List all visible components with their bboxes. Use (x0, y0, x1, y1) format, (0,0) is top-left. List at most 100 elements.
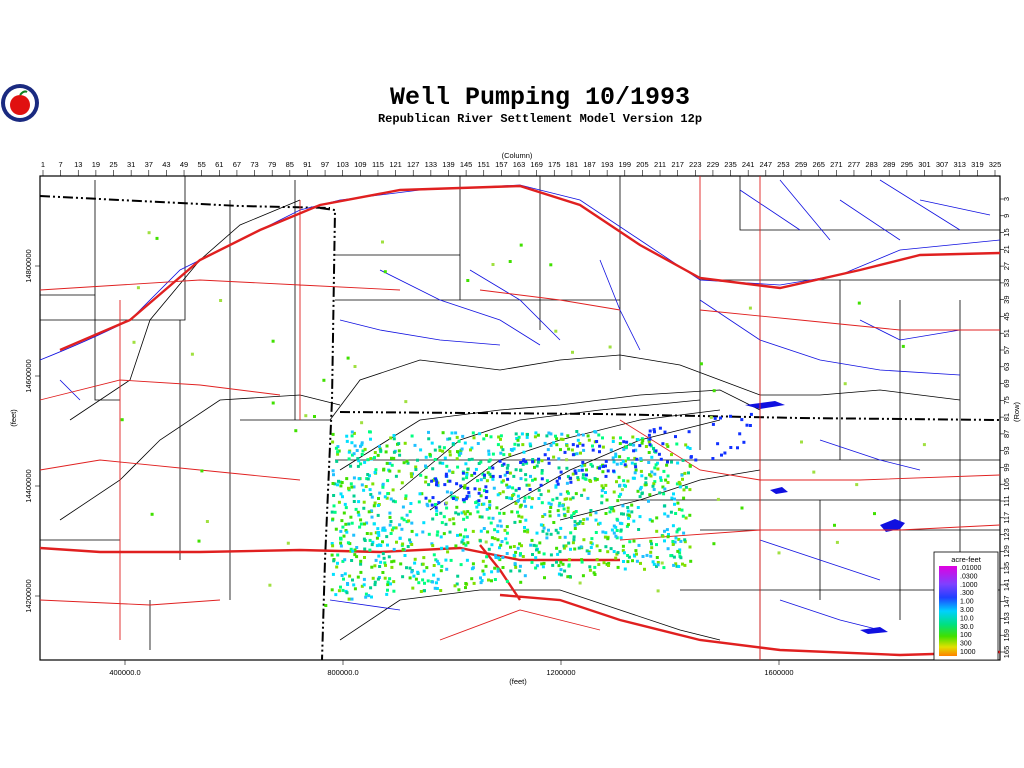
pumping-cell (432, 564, 436, 567)
pumping-cell (437, 501, 441, 505)
pumping-cell (388, 469, 392, 473)
pumping-cell (559, 560, 563, 564)
pumping-cell (555, 496, 559, 500)
row-tick-label: 165 (1002, 646, 1011, 659)
pumping-cell (390, 463, 394, 467)
pumping-cell (403, 441, 407, 445)
pumping-cell (392, 559, 396, 563)
pumping-cell (451, 443, 455, 447)
pumping-cell (534, 556, 538, 560)
pumping-cell (489, 475, 493, 479)
pumping-cell (533, 477, 537, 481)
pumping-cell (462, 510, 466, 514)
pumping-cell (368, 548, 372, 552)
pumping-cell (386, 543, 389, 547)
pumping-cell (462, 535, 466, 539)
pumping-cell (330, 542, 334, 545)
pumping-cell (475, 505, 479, 509)
pumping-cell (658, 426, 662, 430)
pumping-cell (644, 483, 648, 487)
pumping-cell (386, 588, 389, 592)
row-tick-label: 123 (1002, 528, 1011, 541)
pumping-cell (461, 434, 465, 438)
pumping-cell (545, 532, 549, 536)
pumping-cell (589, 462, 593, 466)
pumping-cell (567, 447, 571, 451)
pumping-cell (499, 543, 503, 547)
pumping-cell (505, 466, 509, 470)
pumping-cell (359, 559, 363, 563)
pumping-cell (506, 463, 510, 467)
pumping-cell (519, 580, 523, 584)
pumping-cell (508, 471, 512, 475)
pumping-cell (604, 491, 607, 494)
pumping-cell (511, 494, 515, 497)
pumping-cell (677, 565, 681, 568)
pumping-cell (304, 414, 308, 418)
pumping-cell (419, 590, 423, 593)
pumping-cell (477, 462, 481, 465)
pumping-cell (740, 418, 744, 422)
column-tick-label: 241 (742, 160, 755, 169)
pumping-cell (562, 544, 566, 548)
pumping-cell (359, 444, 362, 448)
pumping-cell (636, 506, 640, 509)
pumping-cell (469, 448, 472, 452)
pumping-cell (363, 522, 366, 526)
pumping-cell (376, 513, 380, 517)
pumping-cell (578, 520, 582, 524)
pumping-cell (359, 522, 363, 526)
pumping-cell (457, 512, 460, 516)
pumping-cell (640, 474, 644, 478)
pumping-cell (650, 470, 654, 474)
pumping-cell (589, 541, 593, 545)
pumping-cell (540, 477, 544, 481)
pumping-cell (673, 502, 676, 506)
pumping-cell (368, 430, 371, 434)
pumping-cell (729, 414, 732, 418)
pumping-cell (479, 529, 483, 533)
pumping-cell (410, 570, 414, 574)
pumping-cell (401, 575, 405, 579)
pumping-cell (519, 468, 523, 472)
pumping-cell (471, 431, 475, 435)
pumping-cell (569, 497, 573, 501)
pumping-cell (513, 562, 517, 566)
pumping-cell (619, 436, 622, 440)
pumping-cell (496, 530, 500, 534)
pumping-cell (390, 528, 394, 532)
pumping-cell (571, 541, 575, 545)
pumping-cell (529, 543, 533, 547)
pumping-cell (683, 563, 687, 567)
pumping-cell (922, 443, 926, 447)
pumping-cell (619, 492, 623, 496)
pumping-cell (648, 437, 652, 441)
column-tick-label: 7 (59, 160, 63, 169)
pumping-cell (509, 448, 513, 451)
pumping-cell (569, 480, 573, 484)
pumping-cell (219, 299, 223, 302)
pumping-cell (577, 522, 581, 525)
pumping-cell (496, 524, 500, 528)
pumping-cell (581, 460, 585, 464)
pumping-cell (340, 481, 344, 484)
pumping-cell (408, 576, 412, 580)
pumping-cell (672, 563, 676, 567)
pumping-cell (432, 553, 436, 557)
column-tick-label: 313 (953, 160, 966, 169)
pumping-cell (414, 577, 418, 581)
pumping-cell (339, 541, 343, 545)
pumping-cell (485, 507, 489, 511)
pumping-cell (466, 279, 470, 282)
pumping-cell (376, 577, 380, 581)
pumping-cell (620, 512, 623, 516)
pumping-cell (620, 522, 624, 526)
pumping-cell (526, 528, 530, 532)
pumping-cell (605, 498, 609, 502)
pumping-cell (606, 550, 610, 554)
pumping-cell (350, 441, 354, 445)
pumping-cell (352, 500, 356, 503)
pumping-cell (649, 474, 653, 478)
pumping-cell (595, 544, 599, 548)
